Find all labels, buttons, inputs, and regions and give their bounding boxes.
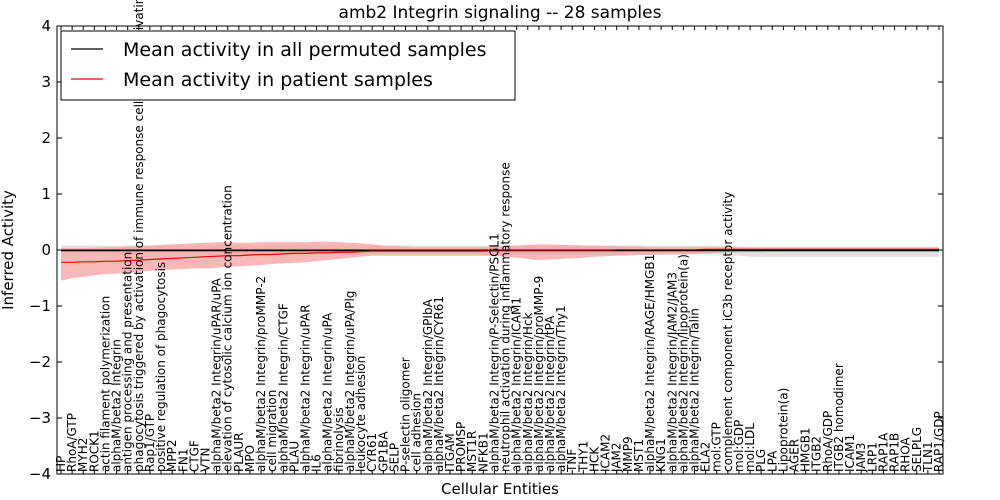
- x-tick-label: ICAM2: [599, 434, 613, 472]
- chart-title: amb2 Integrin signaling -- 28 samples: [339, 3, 662, 23]
- x-tick-label: alphaM/beta2 Integrin/proMMP-9: [532, 276, 546, 472]
- legend: Mean activity in all permuted samples Me…: [60, 30, 516, 101]
- x-tick-label: SELPLG: [910, 427, 924, 472]
- x-tick-label: JAM3: [854, 442, 868, 473]
- x-tick-label: ELA2: [699, 442, 713, 472]
- x-tick-label: MYH2: [76, 438, 90, 472]
- y-tick-label: 2: [41, 129, 51, 147]
- x-tick-label: RAP1/GDP: [932, 411, 946, 472]
- legend-label-patient: Mean activity in patient samples: [123, 69, 433, 91]
- x-tick-label: HP: [54, 456, 68, 472]
- x-tick-label: RHOA: [899, 436, 913, 472]
- x-tick-label: ICAM1: [843, 434, 857, 472]
- y-tick-label: −4: [29, 465, 51, 483]
- y-tick-label: 1: [41, 185, 51, 203]
- y-tick-label: 4: [41, 17, 51, 35]
- x-tick-label: cell adhesion: [410, 393, 424, 472]
- x-tick-label: elevation of cytosolic calcium ion conce…: [221, 185, 235, 472]
- x-tick-label: alphaM/beta2 Integrin/Talin: [688, 308, 702, 472]
- x-tick-label: MST1: [632, 439, 646, 472]
- x-tick-label: RAP1A: [876, 432, 890, 472]
- x-tick-label: MPO: [243, 445, 257, 472]
- x-tick-label: RhoA/GDP: [821, 411, 835, 472]
- x-tick-label: leukocyte adhesion: [354, 356, 368, 472]
- y-tick-label: 3: [41, 73, 51, 91]
- x-tick-label: CTGF: [187, 440, 201, 472]
- x-tick-label: RhoA/GTP: [65, 413, 79, 472]
- x-tick-label: alphaM/beta2 Integrin/RAGE/HMGB1: [643, 254, 657, 472]
- x-tick-label: Rap1/GTP: [143, 414, 157, 472]
- x-tick-label: alphaM/beta2 Integrin/JAM2/JAM3: [665, 272, 679, 472]
- x-tick-label: mol:GTP: [710, 422, 724, 472]
- x-tick-label: alphaM/beta2 Integrin/GPIbA: [421, 298, 435, 472]
- x-tick-label: TLN1: [921, 441, 935, 473]
- x-tick-label: NFKB1: [476, 432, 490, 472]
- x-tick-label: alphaM/beta2 Integrin/tPA: [543, 315, 557, 472]
- x-tick-label: MMP9: [621, 436, 635, 472]
- x-tick-label: alphaM/beta2 Integrin/uPA/Plg: [343, 291, 357, 472]
- x-tick-label: MPP2: [165, 439, 179, 471]
- y-tick-label: −1: [29, 297, 51, 315]
- x-tick-label: antigen processing and presentation: [121, 252, 135, 472]
- x-tick-label: neutrophil activation during inflammator…: [499, 162, 513, 472]
- x-tick-label: PLAU: [287, 441, 301, 472]
- x-tick-label: SELP: [387, 443, 401, 472]
- x-tick-label: alphaM/beta2 Integrin/CTGF: [276, 303, 290, 472]
- x-tick-label: ITGB2: [810, 436, 824, 472]
- x-tick-label: CYR61: [365, 433, 379, 472]
- x-tick-label: fibrinolysis: [332, 407, 346, 472]
- x-tick-label: PLAUR: [232, 432, 246, 472]
- legend-label-permuted: Mean activity in all permuted samples: [123, 39, 486, 61]
- x-tick-label: HMGB1: [799, 427, 813, 472]
- y-tick-label: −2: [29, 353, 51, 371]
- x-tick-label: alphaM/beta2 Integrin/lipoprotein(a): [676, 254, 690, 472]
- x-tick-label: VTN: [199, 448, 213, 473]
- band-series-2: [61, 241, 939, 281]
- x-tick-label: THY1: [576, 441, 590, 473]
- x-tick-label: alphaM/beta2 Integrin/ICAM1: [510, 297, 524, 472]
- legend-box: [60, 30, 516, 101]
- x-tick-label: actin filament polymerization: [99, 296, 113, 472]
- x-tick-label: alphaM/beta2 Integrin: [110, 339, 124, 472]
- y-tick-label: −3: [29, 409, 51, 427]
- x-tick-label: KNG1: [654, 438, 668, 472]
- x-axis-label: Cellular Entities: [441, 480, 559, 498]
- x-tick-label: ITGAM: [443, 433, 457, 472]
- x-tick-label: positive regulation of phagocytosis: [154, 262, 168, 472]
- line-series-2: [61, 248, 939, 263]
- x-tick-label: alphaM/beta2 Integrin/Thy1: [554, 305, 568, 472]
- x-tick-label: complement component iC3b receptor activ…: [721, 192, 735, 472]
- x-tick-label: PLG: [754, 449, 768, 472]
- x-tick-label: alphaM/beta2 Integrin/Hck: [521, 312, 535, 472]
- x-tick-label: alphaM/beta2 Integrin/CYR61: [432, 296, 446, 472]
- x-tick-label: HCK: [588, 446, 602, 472]
- x-tick-label: alphaM/beta2 Integrin/uPAR/uPA: [210, 277, 224, 472]
- x-tick-label: phagocytosis triggered by activation of …: [132, 0, 146, 472]
- x-tick-label: ROCK1: [87, 430, 101, 472]
- x-tick-label: JAM2: [610, 442, 624, 473]
- y-axis-label: Inferred Activity: [0, 190, 17, 310]
- y-tick-label: 0: [41, 241, 51, 259]
- x-tick-label: LRP1: [865, 442, 879, 472]
- x-tick-label: alphaM/beta2 Integrin/uPAR: [299, 304, 313, 472]
- x-tick-label: GP1BA: [376, 431, 390, 472]
- x-tick-label: cell migration: [265, 390, 279, 472]
- x-tick-label: MST1R: [465, 431, 479, 472]
- x-tick-label: alphaM/beta2 Integrin/uPA: [321, 312, 335, 472]
- x-tick-label: PROMSP: [454, 422, 468, 472]
- x-tick-label: mol:GDP: [732, 420, 746, 472]
- x-tick-label: ITGB2 homodimer: [832, 363, 846, 472]
- x-tick-label: mol:LDL: [743, 423, 757, 472]
- x-tick-label: P-selectin oligomer: [399, 357, 413, 472]
- x-tick-label: FN1: [176, 449, 190, 473]
- x-tick-label: Lipoprotein(a): [776, 388, 790, 472]
- x-tick-label: alphaM/beta2 Integrin/P-Selectin/PSGL1: [487, 233, 501, 472]
- x-tick-label: LPA: [765, 450, 779, 472]
- x-tick-label: RAP1B: [888, 433, 902, 472]
- x-tick-label: IL6: [310, 454, 324, 472]
- x-tick-label: TNF: [565, 449, 579, 473]
- x-tick-label: AGER: [788, 439, 802, 472]
- x-tick-label: alphaM/beta2 Integrin/proMMP-2: [254, 276, 268, 472]
